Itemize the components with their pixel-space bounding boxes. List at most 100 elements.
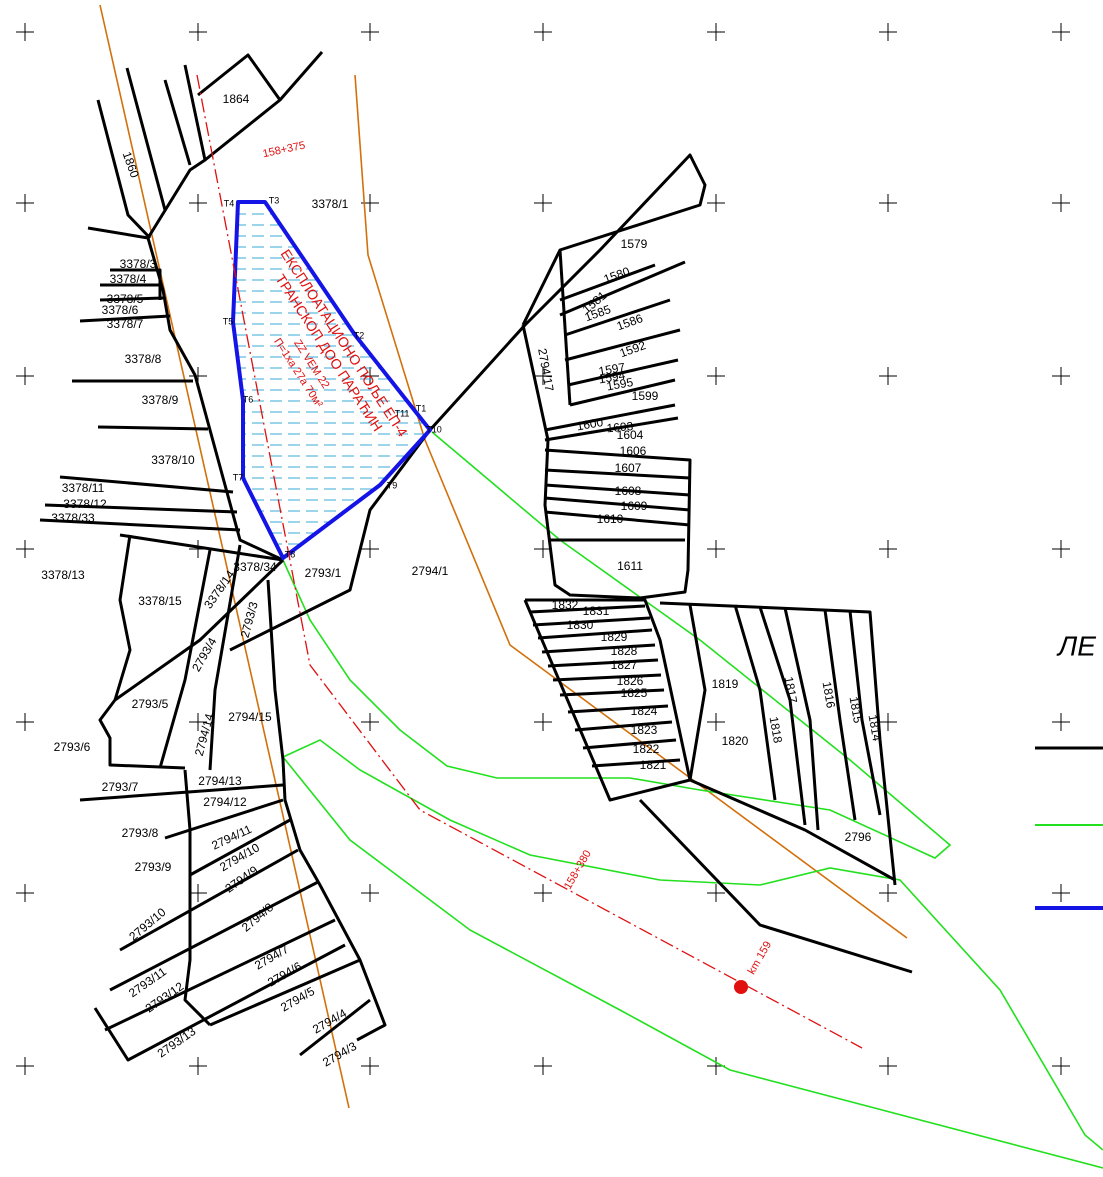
grid-cross	[1052, 367, 1070, 385]
grid-cross	[189, 884, 207, 902]
parcel-label: 3378/1	[312, 197, 349, 211]
parcel-label: 1818	[767, 715, 785, 744]
parcel-label: 3378/9	[142, 393, 179, 407]
grid-cross	[189, 194, 207, 212]
orange-lines	[99, 4, 908, 1109]
parcel-label: 1820	[722, 734, 749, 748]
grid-cross	[707, 367, 725, 385]
grid-crosses	[16, 23, 1070, 1075]
grid-cross	[361, 540, 379, 558]
grid-cross	[879, 194, 897, 212]
parcel-label: 2794/17	[535, 347, 556, 392]
parcel-label: 1595	[605, 375, 634, 393]
point-label: T7	[233, 472, 244, 482]
parcel-label: 2794/15	[228, 710, 272, 724]
parcel-label: 1603	[606, 419, 634, 435]
grid-cross	[534, 713, 552, 731]
grid-cross	[361, 1057, 379, 1075]
parcel-label: 3378/13	[41, 568, 85, 582]
grid-cross	[1052, 884, 1070, 902]
parcel-label: 2794/1	[412, 564, 449, 578]
parcel-label: 2794/13	[198, 774, 242, 788]
parcel-label: 1600	[575, 415, 604, 433]
grid-cross	[361, 23, 379, 41]
chainage-label: 158+380	[562, 848, 594, 891]
parcel-label: 1579	[621, 237, 648, 251]
parcel-label: 3378/10	[151, 453, 195, 467]
parcel-label: 3378/3	[120, 257, 157, 271]
grid-cross	[16, 23, 34, 41]
grid-cross	[361, 713, 379, 731]
parcel-label: 1827	[611, 658, 638, 672]
parcel-label: 1599	[632, 389, 659, 403]
parcel-label: 3378/33	[51, 511, 95, 525]
grid-cross	[879, 884, 897, 902]
parcel-label: 1821	[640, 758, 667, 772]
parcel-label: 1832	[552, 598, 579, 612]
parcel-label: 1586	[615, 311, 645, 333]
parcel-label: 2793/3	[238, 600, 261, 639]
parcel-boundaries	[39, 51, 913, 1062]
point-label: T11	[395, 408, 410, 418]
grid-cross	[1052, 194, 1070, 212]
point-label: T6	[243, 394, 254, 404]
point-label: T3	[269, 195, 280, 205]
parcel-label: 1830	[567, 618, 594, 632]
grid-cross	[361, 884, 379, 902]
grid-cross	[534, 194, 552, 212]
point-label: T8	[285, 549, 296, 559]
grid-cross	[879, 713, 897, 731]
parcel-label: 1819	[712, 677, 739, 691]
parcel-label: 1594	[597, 368, 626, 386]
grid-cross	[879, 23, 897, 41]
chainage-label: 158+375	[262, 140, 307, 161]
green-lines	[282, 431, 1103, 1169]
legend-title: ЛЕ	[1056, 630, 1096, 661]
parcel-label: 3378/5	[107, 292, 144, 306]
parcel-label: 1817	[782, 675, 800, 704]
grid-cross	[1052, 1057, 1070, 1075]
parcel-label: 1597	[597, 360, 626, 378]
point-label: T5	[223, 316, 234, 326]
parcel-label: 3378/12	[63, 497, 107, 511]
grid-cross	[189, 1057, 207, 1075]
grid-cross	[16, 1057, 34, 1075]
grid-cross	[707, 540, 725, 558]
road-axis	[196, 74, 863, 1049]
grid-cross	[534, 1057, 552, 1075]
parcel-label: 2793/7	[102, 780, 139, 794]
parcel-label: 1611	[617, 559, 643, 573]
grid-cross	[534, 367, 552, 385]
parcel-label: 1580	[602, 264, 632, 286]
parcel-label: 2793/10	[126, 905, 168, 944]
parcel-label: 2794/8	[239, 900, 276, 935]
grid-cross	[1052, 713, 1070, 731]
grid-cross	[16, 194, 34, 212]
grid-cross	[16, 713, 34, 731]
parcel-label: 1860	[120, 150, 142, 180]
grid-cross	[707, 884, 725, 902]
grid-cross	[534, 884, 552, 902]
legend: ЛЕ	[1035, 630, 1103, 910]
grid-cross	[189, 23, 207, 41]
parcel-label: 2793/1	[305, 566, 342, 580]
grid-cross	[16, 367, 34, 385]
grid-cross	[1052, 23, 1070, 41]
parcel-label: 3378/4	[110, 272, 147, 286]
parcel-label: 1829	[601, 630, 628, 644]
parcel-label: 1609	[621, 499, 648, 513]
grid-cross	[534, 23, 552, 41]
parcel-label: 2793/9	[135, 860, 172, 874]
grid-cross	[1052, 540, 1070, 558]
grid-cross	[707, 23, 725, 41]
parcel-label: 2793/5	[132, 697, 169, 711]
parcel-label: 3378/11	[62, 481, 105, 495]
point-label: T2	[354, 330, 365, 340]
point-label: T9	[387, 480, 398, 490]
grid-cross	[879, 367, 897, 385]
grid-cross	[16, 884, 34, 902]
parcel-label: 1864	[223, 92, 250, 106]
point-label: T4	[224, 198, 235, 208]
parcel-label: 1822	[633, 742, 660, 756]
